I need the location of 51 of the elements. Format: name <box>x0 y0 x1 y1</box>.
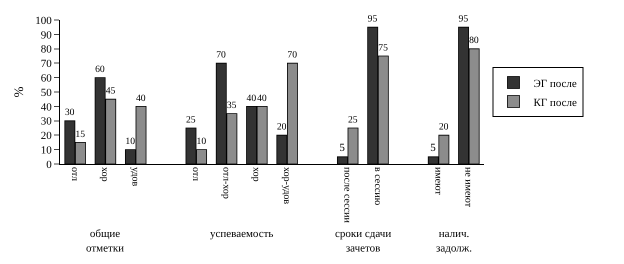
y-tick-label: 20 <box>40 130 52 142</box>
y-tick-label: 10 <box>40 144 52 156</box>
y-tick-label: 70 <box>40 58 52 70</box>
x-tick-label: не имеют <box>462 167 474 208</box>
text: сроки сдачи зачетов <box>335 228 392 254</box>
legend-label: ЭГ после <box>533 78 577 90</box>
y-tick-label: 80 <box>40 44 52 56</box>
x-tick-label: отл <box>68 167 80 181</box>
data-label: 25 <box>348 114 358 126</box>
data-label: 80 <box>469 35 479 46</box>
data-label: 35 <box>226 100 237 111</box>
text: налич. задолж. <box>436 228 472 254</box>
x-tick-label: удов <box>129 167 140 186</box>
data-label: 15 <box>75 128 86 140</box>
legend-label: КГ после <box>533 96 577 109</box>
x-tick-label: имеют <box>432 167 444 196</box>
data-label: 40 <box>257 92 267 104</box>
data-label: 45 <box>106 86 116 97</box>
data-label: 20 <box>438 122 449 133</box>
y-tick-label: 30 <box>40 116 52 128</box>
data-label: 10 <box>125 136 136 147</box>
data-label: 30 <box>64 107 75 118</box>
x-tick-label: хор <box>250 167 262 182</box>
x-tick-label: после сессии <box>341 167 352 224</box>
data-label: 10 <box>196 136 206 147</box>
data-label: 25 <box>186 114 196 126</box>
y-axis-title: % <box>11 86 26 98</box>
y-tick-label: 40 <box>40 101 52 114</box>
y-tick-label: 90 <box>40 29 52 42</box>
x-tick-label: отл-хор <box>220 167 232 199</box>
data-label: 40 <box>136 92 146 104</box>
data-label: 40 <box>246 92 256 104</box>
data-label: 95 <box>368 14 378 25</box>
x-tick-label: хор <box>99 167 110 182</box>
y-tick-label: 60 <box>40 72 52 84</box>
x-tick-label: в сессию <box>372 167 383 206</box>
text: успеваемость <box>210 228 274 240</box>
data-label: 95 <box>458 14 468 25</box>
data-label: 60 <box>95 64 105 75</box>
data-label: 75 <box>378 42 388 54</box>
y-tick-label: 100 <box>35 14 52 27</box>
x-tick-label: отл <box>190 167 202 181</box>
data-label: 70 <box>287 50 298 61</box>
y-tick-label: 50 <box>40 86 52 99</box>
text: общие отметки <box>86 228 124 254</box>
data-label: 5 <box>339 142 346 154</box>
data-label: 5 <box>430 142 436 154</box>
data-label: 70 <box>216 50 226 61</box>
x-tick-label: хор-удов <box>280 167 292 204</box>
data-label: 20 <box>276 122 287 133</box>
y-tick-label: 0 <box>46 158 52 171</box>
